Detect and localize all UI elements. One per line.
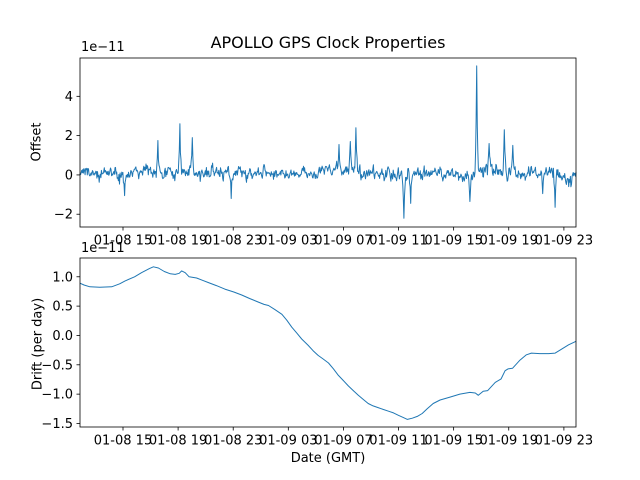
drift-y-tick-label: −1.0: [41, 388, 73, 403]
offset-x-tick-label: 01-09 11: [369, 234, 427, 249]
drift-y-tick-label: −1.5: [41, 417, 73, 432]
drift-y-tick-label: −0.5: [41, 358, 73, 373]
offset-series-line: [79, 65, 577, 219]
offset-x-tick-label: 01-08 23: [204, 234, 262, 249]
drift-axis-scale-label: 1e−11: [81, 241, 125, 256]
drift-y-tick-label: 0.5: [52, 300, 73, 315]
drift-series-line: [79, 266, 577, 420]
offset-x-tick-label: 01-09 15: [424, 234, 482, 249]
drift-x-tick-label: 01-08 23: [204, 434, 262, 449]
drift-x-tick-label: 01-09 07: [314, 434, 372, 449]
drift-x-tick-label: 01-09 23: [535, 434, 593, 449]
drift-x-tick-label: 01-08 15: [94, 434, 152, 449]
drift-x-tick-label: 01-08 19: [149, 434, 207, 449]
drift-x-tick-label: 01-09 19: [480, 434, 538, 449]
offset-x-tick-label: 01-09 07: [314, 234, 372, 249]
offset-y-axis-label: Offset: [29, 122, 45, 162]
drift-x-tick-label: 01-09 03: [259, 434, 317, 449]
drift-axes-frame: [79, 257, 577, 428]
drift-y-axis-label: Drift (per day): [30, 297, 46, 391]
offset-y-tick-label: −2: [54, 208, 73, 223]
offset-x-tick-label: 01-08 19: [149, 234, 207, 249]
drift-x-tick-label: 01-09 11: [369, 434, 427, 449]
offset-y-tick-label: 0: [65, 168, 73, 183]
drift-y-tick-label: 0.0: [52, 329, 73, 344]
offset-axis-scale-label: 1e−11: [81, 40, 125, 55]
offset-y-tick-label: 4: [65, 90, 73, 105]
date-x-axis-label: Date (GMT): [290, 451, 366, 466]
offset-y-tick-label: 2: [65, 129, 73, 144]
offset-axes-frame: [79, 57, 577, 228]
offset-x-tick-label: 01-08 15: [94, 234, 152, 249]
drift-y-tick-label: 1.0: [52, 270, 73, 285]
offset-x-tick-label: 01-09 23: [535, 234, 593, 249]
offset-x-tick-label: 01-09 19: [480, 234, 538, 249]
offset-x-tick-label: 01-09 03: [259, 234, 317, 249]
chart-title: APOLLO GPS Clock Properties: [210, 33, 446, 52]
drift-x-tick-label: 01-09 15: [424, 434, 482, 449]
